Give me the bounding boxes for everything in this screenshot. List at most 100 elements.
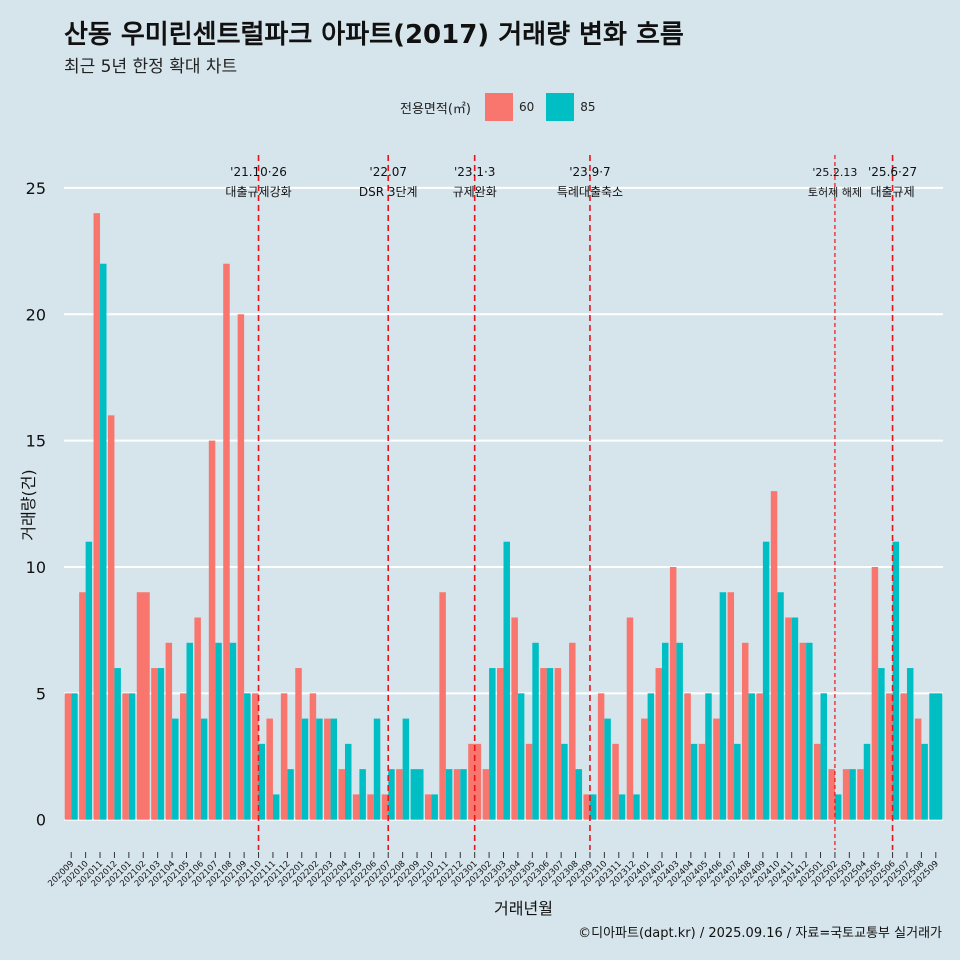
bar-202201-60	[295, 668, 302, 820]
bar-202408-60	[741, 642, 749, 820]
bar-202501-85	[820, 693, 828, 820]
bar-202401-60	[641, 718, 648, 820]
y-tick-label-20: 20	[26, 305, 46, 324]
bar-202411-85	[791, 617, 799, 820]
bar-202306-85	[546, 668, 554, 820]
bar-202102-60	[136, 592, 150, 820]
bar-202407-60	[727, 592, 735, 820]
bar-202410-60	[770, 491, 778, 820]
bar-202504-85	[863, 743, 871, 820]
bar-202012-85	[114, 668, 121, 820]
event-label-202207: DSR 3단계	[359, 185, 418, 199]
bar-202205-60	[352, 794, 360, 820]
bar-202302-60	[482, 769, 490, 820]
bar-202409-85	[762, 541, 770, 820]
bar-202509-85	[929, 693, 943, 820]
bar-202508-85	[921, 743, 928, 820]
bar-202104-85	[172, 718, 179, 820]
bar-202111-85	[272, 794, 280, 820]
bar-202204-60	[338, 769, 345, 820]
event-label-202502: 토허제 해제	[808, 185, 862, 199]
y-tick-label-10: 10	[26, 558, 46, 577]
bar-202405-85	[705, 693, 712, 820]
bar-202202-85	[316, 718, 323, 820]
bar-202212-85	[460, 769, 467, 820]
bar-202101-85	[128, 693, 136, 820]
bar-202211-60	[439, 592, 446, 820]
event-date-202301: '23.1·3	[454, 165, 495, 179]
bar-202307-85	[561, 743, 568, 820]
bar-202504-60	[857, 769, 864, 820]
legend-label-60: 60	[518, 100, 535, 114]
bar-202410-85	[777, 592, 784, 820]
bar-202212-60	[453, 769, 461, 820]
bar-202310-85	[604, 718, 611, 820]
bar-202502-85	[834, 794, 842, 820]
bar-202310-60	[597, 693, 605, 820]
bar-202506-60	[886, 693, 893, 820]
y-tick-label-0: 0	[36, 811, 46, 830]
bar-202109-85	[244, 693, 251, 820]
bar-202208-60	[396, 769, 403, 820]
bar-202105-60	[179, 693, 187, 820]
event-label-202301: 규제완화	[453, 185, 497, 199]
event-date-202309: '23.9·7	[569, 165, 610, 179]
bar-202106-85	[200, 718, 208, 820]
bar-202309-85	[589, 794, 597, 820]
bar-202402-85	[662, 642, 669, 820]
bar-202010-85	[85, 541, 93, 820]
bar-202101-60	[122, 693, 129, 820]
bar-202406-60	[713, 718, 720, 820]
bar-202505-60	[871, 566, 879, 820]
bar-202403-85	[676, 642, 683, 820]
legend-swatch-85	[546, 93, 575, 121]
bar-202103-85	[157, 668, 165, 820]
bar-202105-85	[186, 642, 193, 820]
event-date-202502: '25.2.13	[812, 166, 857, 179]
event-label-202506: 대출규제	[870, 185, 914, 199]
bar-202210-60	[424, 794, 432, 820]
bar-202107-85	[215, 642, 222, 820]
bar-202303-60	[497, 668, 504, 820]
bar-202204-85	[344, 743, 352, 820]
bar-202202-60	[309, 693, 317, 820]
bar-202110-85	[258, 743, 266, 820]
bar-202301-60	[468, 743, 482, 820]
bar-202306-60	[540, 668, 547, 820]
bar-202112-60	[280, 693, 288, 820]
bar-202402-60	[655, 668, 663, 820]
chart-title: 산동 우미린센트럴파크 아파트(2017) 거래량 변화 흐름	[64, 20, 684, 50]
bar-202206-60	[367, 794, 374, 820]
bar-202108-85	[229, 642, 237, 820]
bar-202302-85	[489, 668, 496, 820]
chart-subtitle: 최근 5년 한정 확대 차트	[64, 57, 238, 77]
bar-202109-60	[237, 314, 245, 820]
bar-202507-85	[906, 668, 914, 820]
bar-202409-60	[756, 693, 763, 820]
y-tick-label-15: 15	[26, 432, 46, 451]
bar-202404-60	[684, 693, 691, 820]
bar-202501-60	[814, 743, 821, 820]
bar-202209-85	[410, 769, 424, 820]
bar-202011-85	[100, 263, 107, 820]
bar-202304-60	[511, 617, 518, 820]
bar-202308-85	[575, 769, 583, 820]
bar-202309-60	[583, 794, 590, 820]
bar-202103-60	[151, 668, 158, 820]
bar-202502-60	[828, 769, 835, 820]
bar-202505-85	[878, 668, 885, 820]
bar-202303-85	[503, 541, 510, 820]
bar-202312-85	[633, 794, 640, 820]
y-axis-title: 거래량(건)	[19, 469, 38, 540]
event-label-202110: 대출규제강화	[225, 185, 291, 199]
legend-title: 전용면적(㎡)	[400, 101, 471, 117]
bar-202009-60	[64, 693, 72, 820]
source-caption: ©디아파트(dapt.kr) / 2025.09.16 / 자료=국토교통부 실…	[578, 926, 942, 941]
bar-202408-85	[748, 693, 755, 820]
bar-202405-60	[698, 743, 706, 820]
legend: 전용면적(㎡) 60 85	[400, 92, 602, 122]
bar-202403-60	[669, 566, 677, 820]
bar-202208-85	[402, 718, 410, 820]
bar-202404-85	[690, 743, 698, 820]
bar-202207-60	[381, 794, 389, 820]
